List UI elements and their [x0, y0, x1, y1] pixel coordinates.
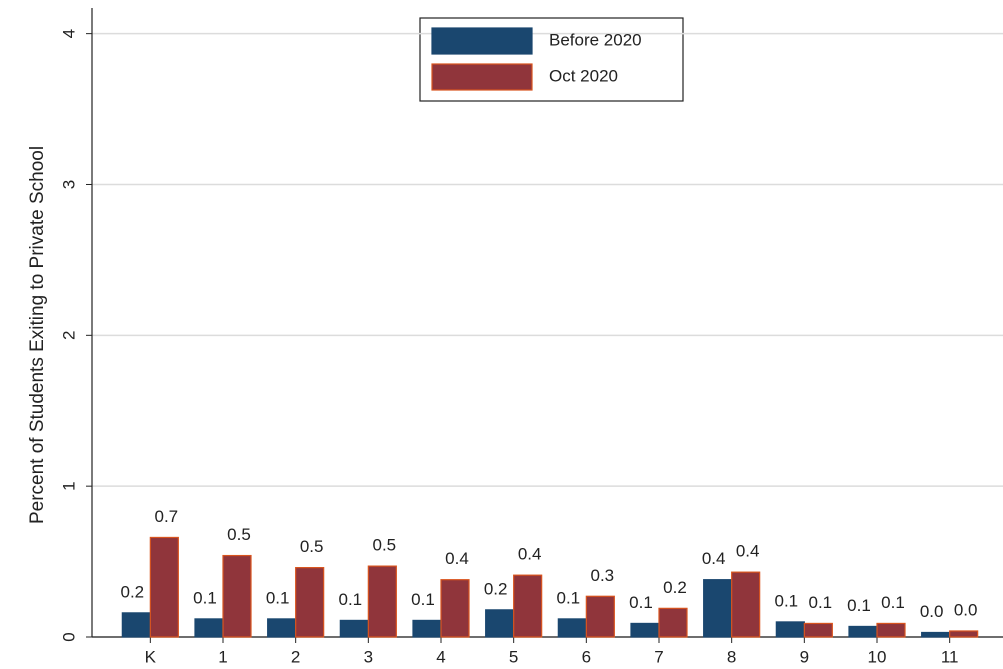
legend-label: Before 2020	[549, 30, 642, 49]
bar	[848, 625, 878, 638]
bar	[803, 622, 833, 638]
x-tick-label: 5	[509, 647, 518, 666]
value-label: 0.4	[518, 545, 542, 564]
value-label: 0.5	[300, 537, 324, 556]
bar	[630, 622, 660, 638]
value-label: 0.1	[881, 593, 905, 612]
bar	[658, 607, 688, 638]
value-label: 0.4	[702, 549, 726, 568]
y-tick-label: 0	[59, 632, 78, 641]
bar	[412, 619, 442, 638]
y-tick-label: 1	[59, 481, 78, 490]
legend-swatch	[431, 63, 533, 91]
bar	[339, 619, 369, 638]
value-label: 0.1	[847, 596, 871, 615]
x-tick-label: 3	[364, 647, 373, 666]
value-label: 0.4	[736, 542, 760, 561]
bar	[485, 609, 515, 638]
bar	[557, 618, 587, 638]
x-tick-label: 11	[941, 647, 959, 666]
value-label: 0.0	[920, 602, 944, 621]
value-label: 0.1	[339, 590, 363, 609]
x-tick-label: 10	[868, 647, 887, 666]
legend-label: Oct 2020	[549, 66, 618, 85]
bar	[876, 622, 906, 638]
bar	[121, 612, 151, 638]
bar	[367, 565, 397, 638]
x-tick-label: 2	[291, 647, 300, 666]
bar	[731, 571, 761, 638]
value-label: 0.1	[411, 590, 435, 609]
value-label: 0.1	[193, 588, 217, 607]
value-label: 0.7	[155, 507, 179, 526]
x-tick-label: 4	[436, 647, 445, 666]
y-tick-label: 3	[59, 180, 78, 189]
value-label: 0.1	[557, 588, 581, 607]
bar	[513, 574, 543, 638]
bar	[585, 595, 615, 638]
value-label: 0.1	[809, 593, 833, 612]
bar	[775, 621, 805, 638]
x-tick-label: K	[145, 647, 157, 666]
value-label: 0.1	[266, 588, 290, 607]
value-label: 0.2	[121, 582, 145, 601]
value-label: 0.3	[591, 566, 615, 585]
bar	[921, 631, 951, 638]
bar	[222, 554, 252, 638]
value-label: 0.2	[663, 578, 687, 597]
value-label: 0.1	[629, 593, 653, 612]
bar	[703, 579, 733, 638]
x-tick-label: 6	[582, 647, 591, 666]
value-label: 0.0	[954, 600, 978, 619]
bar	[295, 567, 325, 638]
y-tick-label: 2	[59, 331, 78, 340]
bar	[149, 536, 179, 638]
value-label: 0.5	[373, 536, 397, 555]
x-tick-label: 9	[800, 647, 809, 666]
x-tick-label: 7	[654, 647, 663, 666]
bar	[949, 630, 979, 638]
value-label: 0.2	[484, 579, 508, 598]
legend-swatch	[431, 27, 533, 55]
value-label: 0.1	[775, 591, 799, 610]
y-tick-label: 4	[59, 29, 78, 38]
bar	[267, 618, 297, 638]
value-label: 0.4	[445, 549, 469, 568]
x-tick-label: 1	[218, 647, 227, 666]
y-axis-title: Percent of Students Exiting to Private S…	[27, 146, 48, 524]
bar	[440, 579, 470, 638]
bar	[194, 618, 224, 638]
value-label: 0.5	[227, 525, 251, 544]
x-tick-label: 8	[727, 647, 736, 666]
